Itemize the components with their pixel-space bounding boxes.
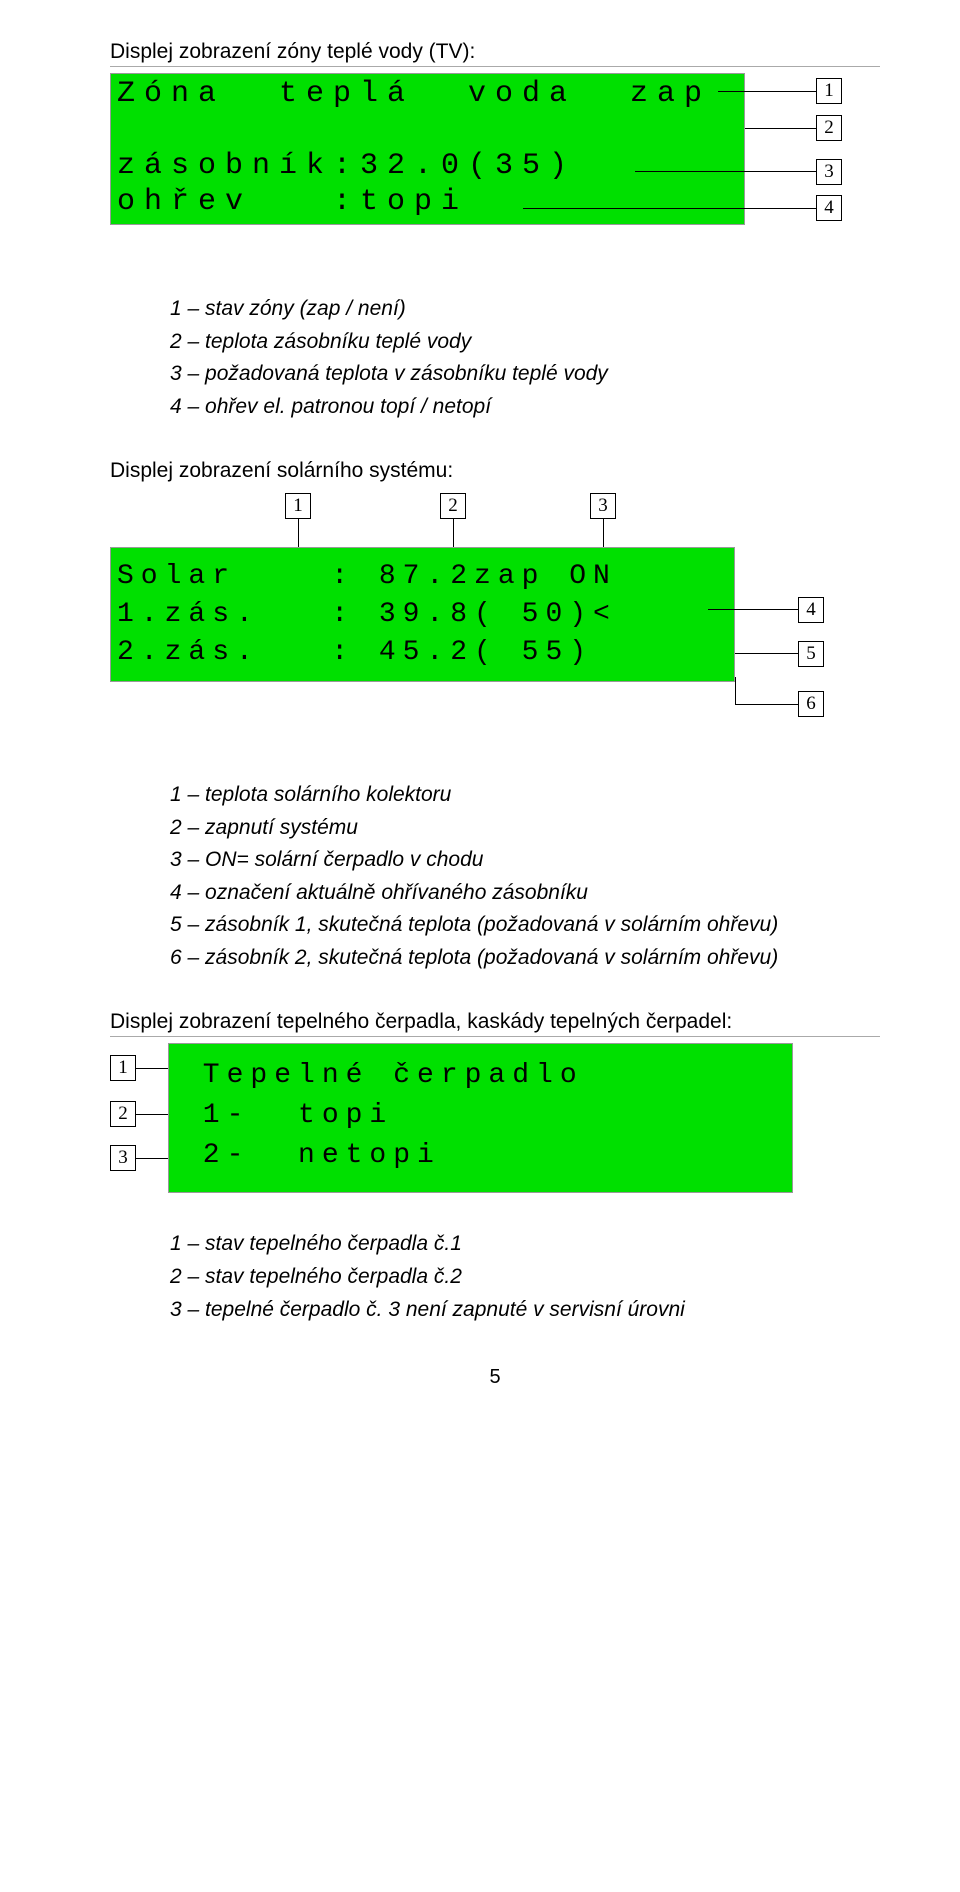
lead2-6v <box>735 677 736 704</box>
lead2-6 <box>735 704 798 705</box>
d3-l1: 1- topi <box>179 1100 393 1131</box>
lead2-4 <box>708 609 798 610</box>
legend1-i0: 1 – stav zóny (zap / není) <box>170 293 880 326</box>
legend3: 1 – stav tepelného čerpadla č.1 2 – stav… <box>170 1228 880 1326</box>
callout-3: 3 <box>816 159 842 185</box>
lead-2 <box>745 128 816 129</box>
d2-l2: 2.zás. : 45.2( 55) <box>117 637 593 668</box>
lead-4 <box>523 208 816 209</box>
callout2-5: 5 <box>798 641 824 667</box>
d2-l0: Solar : 87.2zap ON <box>117 561 617 592</box>
legend2-i0: 1 – teplota solárního kolektoru <box>170 779 880 812</box>
d1-l0: Zóna teplá voda zap <box>117 77 711 111</box>
d2-l1: 1.zás. : 39.8( 50)< <box>117 599 617 630</box>
legend3-i2: 3 – tepelné čerpadlo č. 3 není zapnuté v… <box>170 1294 880 1327</box>
legend2-i1: 2 – zapnutí systému <box>170 812 880 845</box>
d3-l2: 2- netopi <box>179 1140 441 1171</box>
legend1-i1: 2 – teplota zásobníku teplé vody <box>170 326 880 359</box>
callout3-2: 2 <box>110 1101 136 1127</box>
display1-screen: Zóna teplá voda zap zásobník:32.0(35) oh… <box>110 73 745 225</box>
page-number: 5 <box>110 1366 880 1389</box>
callout2-4: 4 <box>798 597 824 623</box>
callout2-1: 1 <box>285 493 311 519</box>
legend3-i0: 1 – stav tepelného čerpadla č.1 <box>170 1228 880 1261</box>
lead-3 <box>635 171 816 172</box>
display3-screen: Tepelné čerpadlo 1- topi 2- netopi <box>168 1043 793 1193</box>
callout-1: 1 <box>816 78 842 104</box>
legend2: 1 – teplota solárního kolektoru 2 – zapn… <box>170 779 880 974</box>
display2-wrap: 1 2 3 Solar : 87.2zap ON 1.zás. : 39.8( … <box>110 489 910 749</box>
legend1-i2: 3 – požadovaná teplota v zásobníku teplé… <box>170 358 880 391</box>
legend2-i5: 6 – zásobník 2, skutečná teplota (požado… <box>170 942 880 975</box>
legend2-i3: 4 – označení aktuálně ohřívaného zásobní… <box>170 877 880 910</box>
callout2-2: 2 <box>440 493 466 519</box>
display1-wrap: Zóna teplá voda zap zásobník:32.0(35) oh… <box>110 73 890 263</box>
legend2-i4: 5 – zásobník 1, skutečná teplota (požado… <box>170 909 880 942</box>
callout-2: 2 <box>816 115 842 141</box>
callout2-3: 3 <box>590 493 616 519</box>
callout3-3: 3 <box>110 1145 136 1171</box>
display2-screen: Solar : 87.2zap ON 1.zás. : 39.8( 50)< 2… <box>110 547 735 682</box>
callout3-1: 1 <box>110 1055 136 1081</box>
d1-l2: zásobník:32.0(35) <box>117 149 576 183</box>
callout-4: 4 <box>816 195 842 221</box>
lead-1 <box>718 91 816 92</box>
legend3-i1: 2 – stav tepelného čerpadla č.2 <box>170 1261 880 1294</box>
section1-title: Displej zobrazení zóny teplé vody (TV): <box>110 40 880 67</box>
lead2-5 <box>735 653 798 654</box>
section2-title: Displej zobrazení solárního systému: <box>110 459 880 483</box>
legend1: 1 – stav zóny (zap / není) 2 – teplota z… <box>170 293 880 423</box>
legend1-i3: 4 – ohřev el. patronou topí / netopí <box>170 391 880 424</box>
callout2-6: 6 <box>798 691 824 717</box>
section3-title: Displej zobrazení tepelného čerpadla, ka… <box>110 1010 880 1037</box>
d3-l0: Tepelné čerpadlo <box>179 1060 584 1091</box>
d1-l3: ohřev :topi <box>117 185 468 219</box>
legend2-i2: 3 – ON= solární čerpadlo v chodu <box>170 844 880 877</box>
display3-wrap: 1 2 3 Tepelné čerpadlo 1- topi 2- netopi <box>110 1043 910 1198</box>
